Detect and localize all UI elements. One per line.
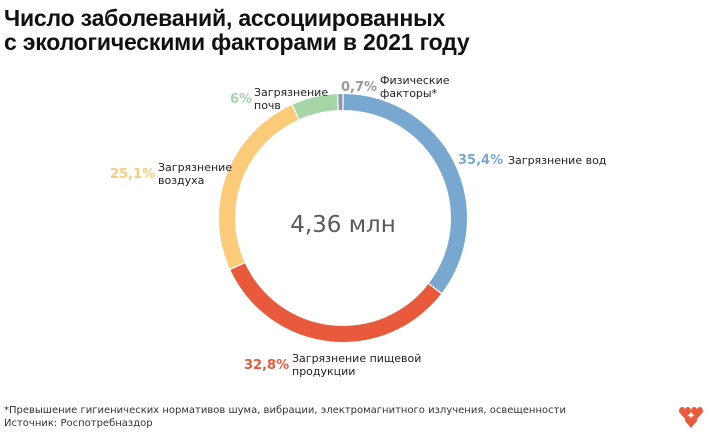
source-note: Источник: Роспотребназдор	[4, 418, 153, 429]
footnote: *Превышение гигиенических нормативов шум…	[4, 405, 566, 416]
slice-pct-physical: 0,7%	[341, 80, 377, 95]
donut-segments	[219, 94, 467, 342]
donut-segment-physical	[338, 94, 343, 111]
chart-title-line-2: с экологическими факторами в 2021 году	[4, 29, 470, 55]
slice-label-physical: 0,7% Физические факторы*	[341, 74, 450, 100]
slice-name-air-line-2: воздуха	[158, 174, 204, 187]
slice-name-food-line-2: продукции	[292, 365, 355, 378]
slice-pct-air: 25,1%	[110, 167, 155, 182]
slice-label-food: 32,8% Загрязнение пищевой продукции	[244, 352, 421, 378]
donut-segment-air	[219, 105, 299, 269]
center-total-label: 4,36 млн	[290, 212, 396, 238]
logo-heart-2	[691, 407, 703, 419]
donut-segment-soil	[292, 94, 338, 120]
slice-name-soil-line-1: Загрязнение	[254, 86, 328, 99]
donut-chart: 4,36 млн 35,4% Загрязнение вод 32,8% Заг…	[110, 74, 607, 378]
slice-name-physical-line-1: Физические	[380, 74, 450, 87]
chart-title-line-1: Число заболеваний, ассоциированных	[4, 5, 446, 31]
slice-label-air: 25,1% Загрязнение воздуха	[110, 161, 232, 187]
donut-segment-water	[343, 94, 467, 293]
slice-pct-soil: 6%	[230, 92, 252, 107]
slice-name-air-line-1: Загрязнение	[158, 161, 232, 174]
slice-name-physical-line-2: факторы*	[380, 87, 438, 100]
slice-name-water: Загрязнение вод	[508, 154, 607, 167]
slice-name-food-line-1: Загрязнение пищевой	[292, 352, 421, 365]
logo-heart-1	[679, 407, 691, 419]
chart-title: Число заболеваний, ассоциированных с эко…	[4, 5, 470, 55]
brand-logo-icon	[679, 407, 703, 428]
slice-label-soil: 6% Загрязнение почв	[230, 86, 328, 112]
slice-label-water: 35,4% Загрязнение вод	[458, 153, 607, 168]
slice-pct-food: 32,8%	[244, 358, 289, 373]
chart-footer: *Превышение гигиенических нормативов шум…	[4, 404, 566, 430]
slice-pct-water: 35,4%	[458, 153, 503, 168]
donut-segment-food	[230, 263, 442, 342]
logo-heart-3	[685, 416, 697, 428]
slice-name-soil-line-2: почв	[254, 99, 281, 112]
